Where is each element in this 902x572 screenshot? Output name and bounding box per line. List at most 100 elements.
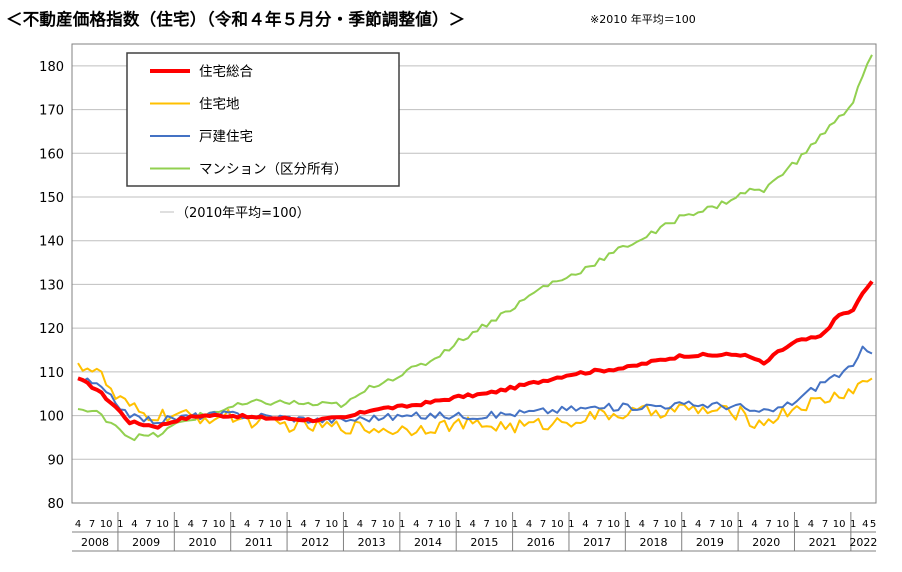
legend-box: [126, 52, 400, 187]
month-tick-label: 4: [300, 519, 306, 530]
y-tick-label: 110: [39, 366, 64, 381]
legend-label-1: 住宅地: [199, 97, 240, 113]
month-tick-label: 4: [75, 519, 81, 530]
y-tick-label: 150: [39, 191, 64, 206]
month-tick-label: 10: [213, 519, 226, 530]
y-tick-label: 120: [39, 322, 64, 337]
month-tick-label: 1: [173, 519, 179, 530]
month-tick-label: 7: [822, 519, 828, 530]
plot-frame: [71, 43, 877, 504]
month-tick-label: 1: [737, 519, 743, 530]
month-tick-label: 1: [850, 519, 856, 530]
month-tick-label: 4: [808, 519, 814, 530]
year-label: 2018: [640, 536, 668, 549]
y-axis-labels: 80 90 100 110 120 130 140 150 160 170 180: [39, 60, 64, 512]
y-tick-label: 90: [47, 453, 64, 468]
year-label: 2014: [414, 536, 442, 549]
chart-annotation: （2010年平均=100）: [176, 206, 310, 221]
legend-label-3: マンション（区分所有）: [199, 162, 348, 178]
month-tick-label: 4: [639, 519, 645, 530]
month-tick-label: 1: [230, 519, 236, 530]
year-label: 2019: [696, 536, 724, 549]
month-tick-label: 7: [709, 519, 715, 530]
month-tick-label: 10: [664, 519, 677, 530]
month-tick-label: 4: [357, 519, 363, 530]
month-tick-label: 7: [89, 519, 95, 530]
legend-label-2: 戸建住宅: [199, 129, 253, 145]
month-tick-label: 4: [751, 519, 757, 530]
year-label: 2022: [849, 536, 877, 549]
month-tick-label: 4: [413, 519, 419, 530]
month-tick-label: 7: [427, 519, 433, 530]
month-tick-label: 4: [244, 519, 250, 530]
year-label: 2008: [81, 536, 109, 549]
month-tick-label: 1: [399, 519, 405, 530]
legend-label-0: 住宅総合: [199, 64, 253, 80]
y-tick-label: 100: [39, 410, 64, 425]
x-axis: 4 7 10 1 4 7 10 1 4 7 10 1 4 7 10 1 4 7 10 1 4 7 10 1 4 7 10 1 4 7 10 1…: [72, 512, 877, 552]
month-tick-label: 1: [286, 519, 292, 530]
month-tick-label: 1: [117, 519, 123, 530]
year-label: 2020: [752, 536, 780, 549]
year-label: 2015: [470, 536, 498, 549]
y-tick-label: 170: [39, 104, 64, 119]
series-line-0: [77, 280, 874, 430]
month-tick-label: 4: [582, 519, 588, 530]
month-tick-label: 4: [131, 519, 137, 530]
month-tick-label: 1: [568, 519, 574, 530]
month-tick-label: 7: [202, 519, 208, 530]
series-line-2: [77, 345, 873, 425]
month-tick-label: 4: [188, 519, 194, 530]
series-lines: [77, 54, 874, 442]
month-tick-label: 1: [681, 519, 687, 530]
month-tick-label: 10: [269, 519, 282, 530]
year-label: 2013: [358, 536, 386, 549]
month-tick-label: 7: [145, 519, 151, 530]
year-label: 2021: [809, 536, 837, 549]
month-tick-label-final: 5: [870, 519, 876, 530]
month-tick-label: 7: [765, 519, 771, 530]
month-tick-label: 7: [653, 519, 659, 530]
year-label: 2017: [583, 536, 611, 549]
month-tick-label: 1: [455, 519, 461, 530]
month-tick-label: 1: [625, 519, 631, 530]
month-tick-label: 1: [512, 519, 518, 530]
year-label: 2011: [245, 536, 273, 549]
month-tick-label: 4: [469, 519, 475, 530]
base-year-note: ※2010 年平均＝100: [590, 13, 696, 26]
y-tick-label: 180: [39, 60, 64, 75]
month-tick-label: 7: [371, 519, 377, 530]
month-tick-label: 10: [156, 519, 169, 530]
month-tick-label: 10: [720, 519, 733, 530]
month-tick-label: 10: [776, 519, 789, 530]
y-tick-label: 140: [39, 235, 64, 250]
month-tick-label: 10: [325, 519, 338, 530]
page-title: ＜不動産価格指数（住宅）（令和４年５月分・季節調整値）＞: [6, 10, 466, 29]
month-tick-label: 10: [551, 519, 564, 530]
month-tick-label: 7: [258, 519, 264, 530]
month-tick-label: 10: [494, 519, 507, 530]
y-tick-label: 160: [39, 147, 64, 162]
month-tick-label: 10: [100, 519, 113, 530]
month-tick-label: 7: [484, 519, 490, 530]
y-tick-label: 130: [39, 278, 64, 293]
month-tick-label-final: 4: [862, 519, 868, 530]
year-label: 2010: [189, 536, 217, 549]
month-tick-label: 1: [794, 519, 800, 530]
year-label: 2016: [527, 536, 555, 549]
month-tick-label: 10: [438, 519, 451, 530]
month-tick-label: 10: [382, 519, 395, 530]
y-tick-label: 80: [47, 497, 64, 512]
year-label: 2012: [301, 536, 329, 549]
month-tick-label: 7: [596, 519, 602, 530]
series-line-1: [77, 362, 873, 437]
month-tick-label: 7: [540, 519, 546, 530]
month-tick-label: 7: [314, 519, 320, 530]
year-label: 2009: [132, 536, 160, 549]
month-tick-label: 1: [343, 519, 349, 530]
month-tick-label: 4: [526, 519, 532, 530]
month-tick-label: 10: [607, 519, 620, 530]
month-tick-label: 4: [695, 519, 701, 530]
